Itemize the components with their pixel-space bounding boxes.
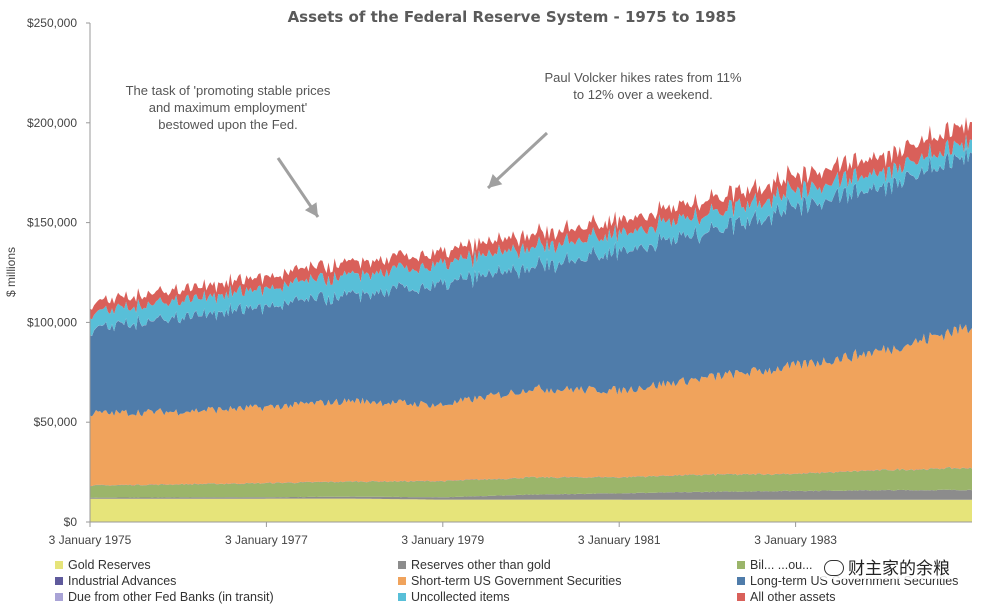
legend-swatch bbox=[55, 561, 63, 569]
legend-item: Uncollected items bbox=[398, 590, 510, 604]
watermark: 财主家的余粮 bbox=[821, 554, 953, 579]
legend-swatch bbox=[398, 577, 406, 585]
legend-label: Industrial Advances bbox=[68, 574, 177, 588]
y-tick-label: $250,000 bbox=[27, 16, 77, 30]
legend: Gold Reserves Reserves other than gold Bil… bbox=[55, 558, 980, 608]
y-tick-label: $200,000 bbox=[27, 116, 77, 130]
area-all-other-assets bbox=[90, 117, 972, 320]
x-tick-label: 3 January 1977 bbox=[225, 533, 308, 547]
annotation-arrowhead bbox=[488, 174, 503, 188]
wechat-icon bbox=[824, 560, 844, 576]
y-tick-label: $50,000 bbox=[34, 415, 78, 429]
legend-item: Reserves other than gold bbox=[398, 558, 551, 572]
area-uncollected-items bbox=[90, 134, 972, 336]
legend-swatch bbox=[737, 561, 745, 569]
y-tick-label: $0 bbox=[64, 515, 78, 529]
area-short-term-us-government-securities bbox=[90, 323, 972, 487]
x-tick-label: 3 January 1981 bbox=[578, 533, 661, 547]
legend-label: All other assets bbox=[750, 590, 836, 604]
area-gold-reserves bbox=[90, 498, 972, 522]
annotation-text: bestowed upon the Fed. bbox=[158, 117, 298, 132]
legend-label: Short-term US Government Securities bbox=[411, 574, 622, 588]
legend-swatch bbox=[737, 577, 745, 585]
y-tick-label: $100,000 bbox=[27, 315, 77, 329]
area-layers bbox=[90, 117, 972, 522]
legend-swatch bbox=[55, 593, 63, 601]
legend-item: Gold Reserves bbox=[55, 558, 151, 572]
legend-swatch bbox=[55, 577, 63, 585]
annotation-text: The task of 'promoting stable prices bbox=[126, 83, 331, 98]
annotation-text: and maximum employment' bbox=[149, 100, 308, 115]
chart-title: Assets of the Federal Reserve System - 1… bbox=[288, 8, 737, 26]
legend-label: Uncollected items bbox=[411, 590, 510, 604]
chart: Assets of the Federal Reserve System - 1… bbox=[4, 8, 972, 547]
annotation-arrowhead bbox=[304, 202, 318, 217]
area-bills-bought-in-open-market bbox=[90, 467, 972, 498]
legend-item: All other assets bbox=[737, 590, 835, 604]
legend-label: Gold Reserves bbox=[68, 558, 151, 572]
annotation-text: to 12% over a weekend. bbox=[573, 87, 712, 102]
x-tick-label: 3 January 1983 bbox=[754, 533, 837, 547]
legend-label: Bil... ...ou... bbox=[750, 558, 813, 572]
legend-label: Due from other Fed Banks (in transit) bbox=[68, 590, 274, 604]
legend-item: Industrial Advances bbox=[55, 574, 176, 588]
annotation-text: Paul Volcker hikes rates from 11% bbox=[544, 70, 741, 85]
y-tick-label: $150,000 bbox=[27, 216, 77, 230]
x-tick-label: 3 January 1979 bbox=[401, 533, 484, 547]
legend-item: Bil... ...ou... bbox=[737, 558, 813, 572]
axes: $0 $50,000 $100,000 $150,000 $200,000 $250,00… bbox=[27, 16, 972, 547]
x-tick-label: 3 January 1975 bbox=[49, 533, 132, 547]
annotations: The task of 'promoting stable prices and … bbox=[126, 70, 742, 218]
legend-swatch bbox=[737, 593, 745, 601]
y-axis-label: $ millions bbox=[4, 247, 18, 297]
legend-item: Short-term US Government Securities bbox=[398, 574, 622, 588]
legend-swatch bbox=[398, 561, 406, 569]
annotation-arrow bbox=[486, 131, 549, 190]
area-reserves-other-than-gold bbox=[90, 489, 972, 500]
legend-item: Due from other Fed Banks (in transit) bbox=[55, 590, 274, 604]
legend-label: Reserves other than gold bbox=[411, 558, 551, 572]
area-long-term-us-government-securities bbox=[90, 147, 972, 417]
legend-swatch bbox=[398, 593, 406, 601]
watermark-text: 财主家的余粮 bbox=[848, 559, 950, 578]
